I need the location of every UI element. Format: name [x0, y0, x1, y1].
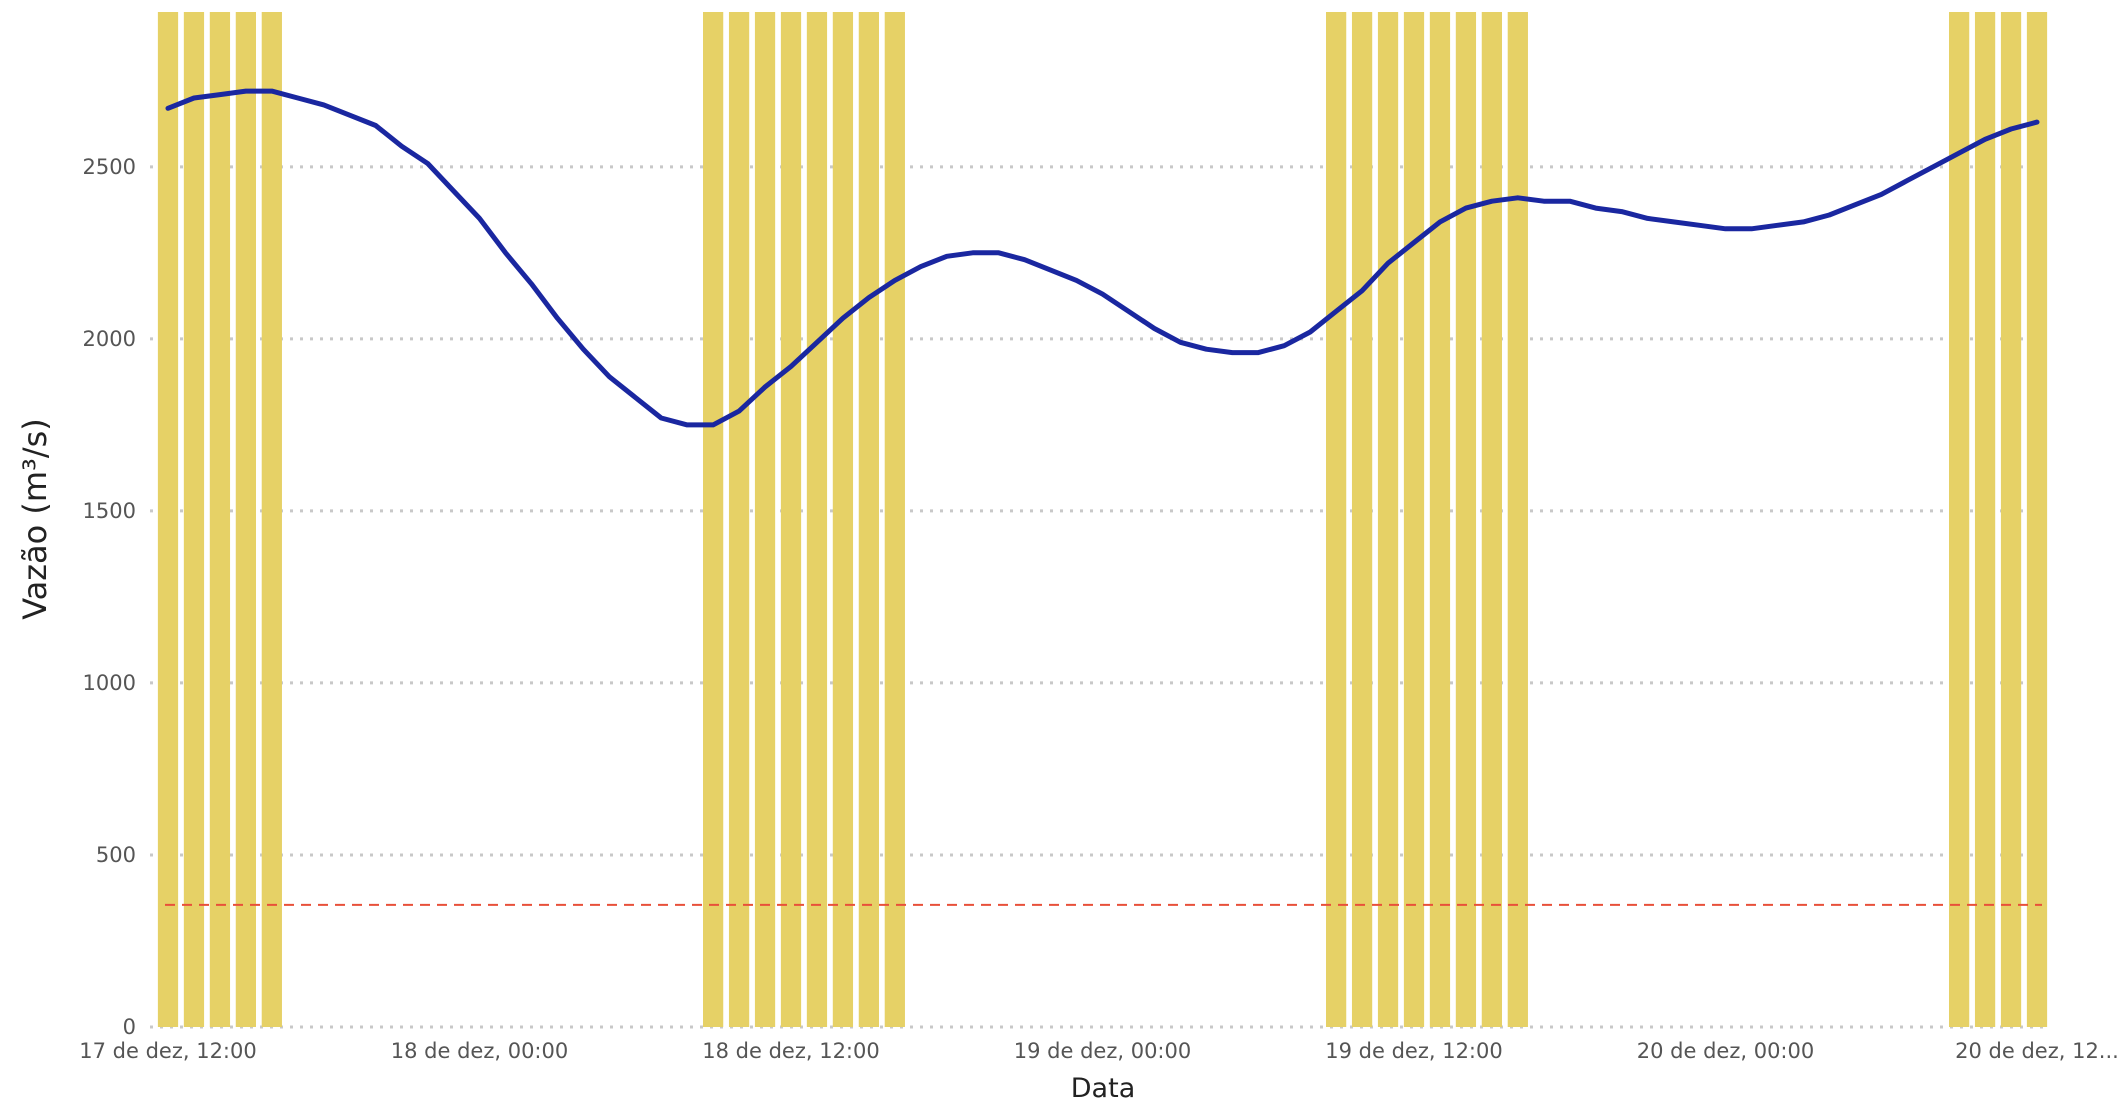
x-tick-label: 20 de dez, 00:00: [1637, 1039, 1814, 1063]
y-tick-label: 500: [96, 843, 136, 867]
y-tick-label: 2000: [83, 327, 136, 351]
x-tick-label: 19 de dez, 00:00: [1014, 1039, 1191, 1063]
bar: [1403, 12, 1425, 1027]
bar: [1455, 12, 1477, 1027]
bar: [1507, 12, 1528, 1027]
x-tick-label: 19 de dez, 12:00: [1325, 1039, 1502, 1063]
bar: [2000, 12, 2022, 1027]
series-line: [165, 88, 2040, 428]
bar: [728, 12, 750, 1027]
bar: [1326, 12, 1347, 1027]
bar: [157, 12, 179, 1027]
bar: [832, 12, 854, 1027]
x-tick-label: 17 de dez, 12:00: [79, 1039, 256, 1063]
x-axis-title: Data: [1071, 1073, 1135, 1104]
y-axis-ticks: 0 500 1000 1500 2000 2500: [83, 155, 136, 1039]
x-tick-label: 18 de dez, 00:00: [391, 1039, 568, 1063]
y-tick-label: 0: [123, 1015, 136, 1039]
y-tick-label: 1500: [83, 499, 136, 523]
y-tick-label: 2500: [83, 155, 136, 179]
x-axis-ticks: 17 de dez, 12:00 18 de dez, 00:00 18 de de…: [79, 1039, 2119, 1063]
bars: [157, 12, 2048, 1027]
bar: [261, 12, 282, 1027]
bar: [235, 12, 256, 1027]
x-tick-label: 18 de dez, 12:00: [702, 1039, 879, 1063]
gridlines: [150, 165, 2050, 1029]
bar: [806, 12, 828, 1027]
series-line-group: [165, 88, 2040, 428]
bar: [1351, 12, 1373, 1027]
bar: [1429, 12, 1451, 1027]
bar: [780, 12, 802, 1027]
x-tick-label: 20 de dez, 12...: [1955, 1039, 2119, 1063]
bar: [754, 12, 776, 1027]
bar: [1974, 12, 1996, 1027]
y-axis-title: Vazão (m³/s): [16, 418, 54, 620]
y-tick-label: 1000: [83, 671, 136, 695]
bar: [1481, 12, 1502, 1027]
bar: [1949, 12, 1970, 1027]
bar: [858, 12, 879, 1027]
bar: [2026, 12, 2048, 1027]
bar: [884, 12, 905, 1027]
bar: [1377, 12, 1399, 1027]
bar: [703, 12, 724, 1027]
bar: [183, 12, 205, 1027]
bar: [209, 12, 231, 1027]
